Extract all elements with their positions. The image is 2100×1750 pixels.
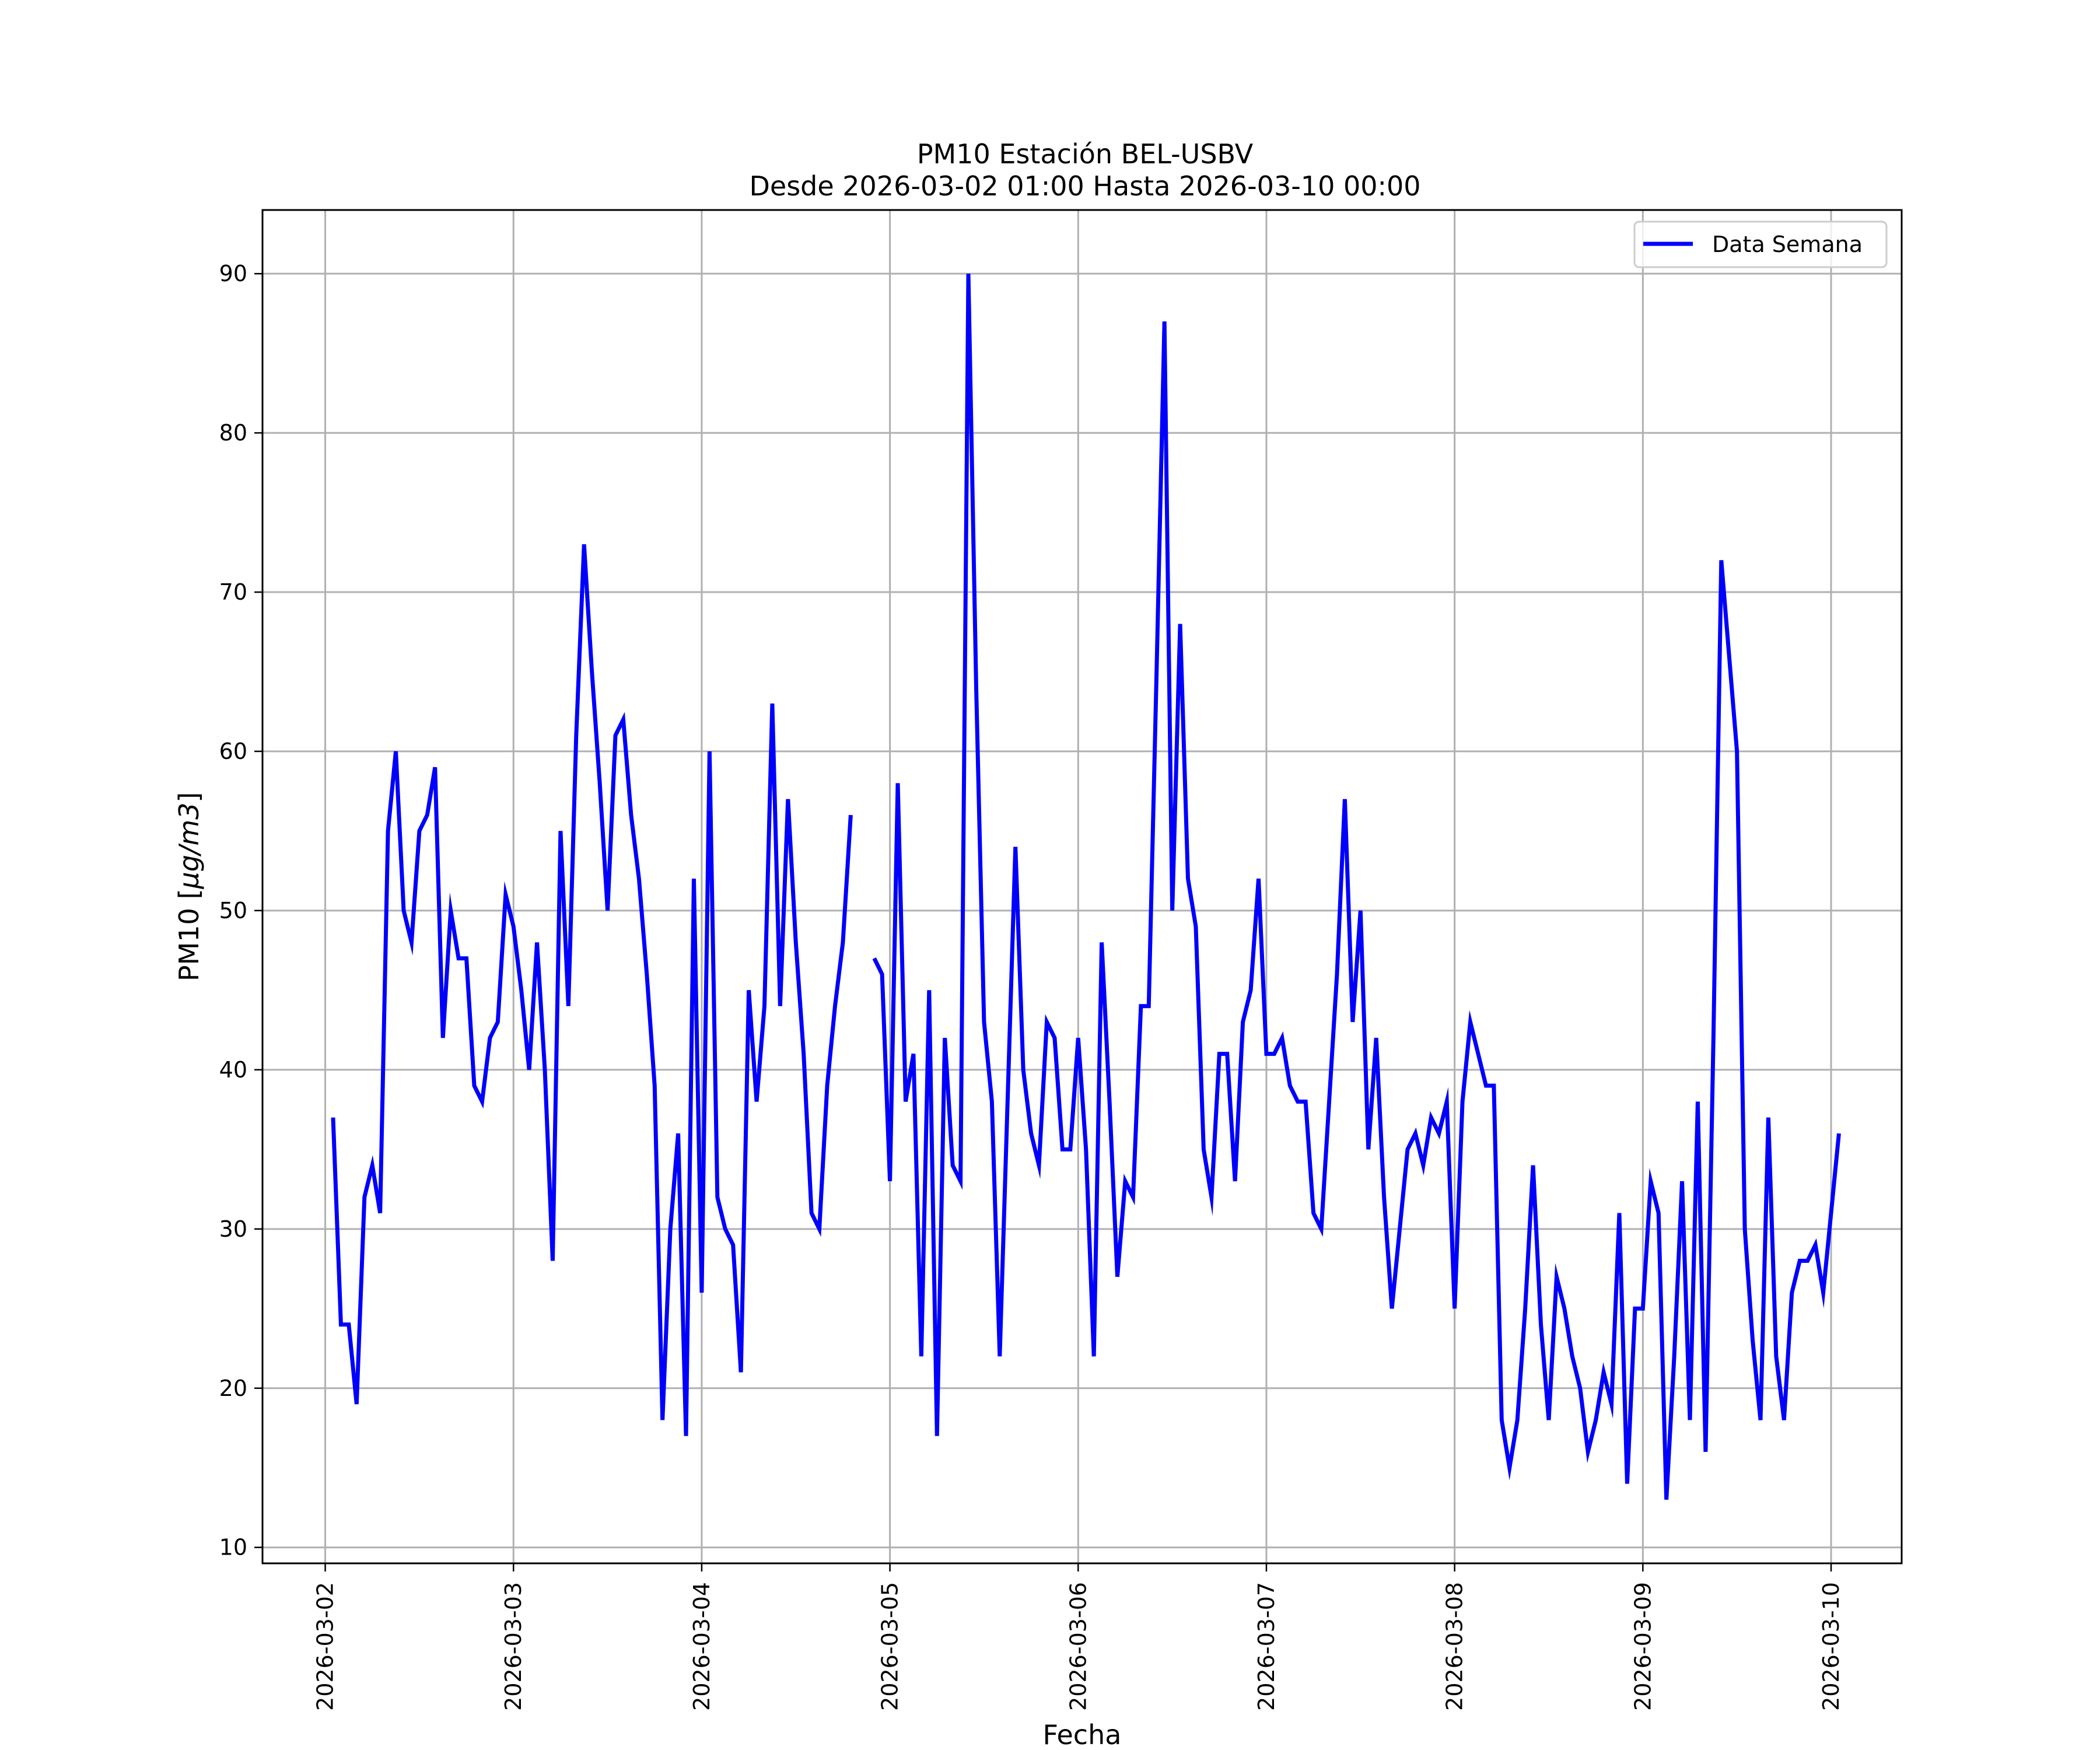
y-tick-label: 70 bbox=[219, 579, 247, 605]
y-axis-label: PM10 [μg/m3] bbox=[173, 792, 205, 982]
series-line bbox=[331, 274, 1841, 1500]
x-tick-label: 2026-03-04 bbox=[689, 1582, 715, 1711]
x-tick-label: 2026-03-05 bbox=[877, 1582, 903, 1711]
legend-box bbox=[1633, 220, 1888, 268]
x-tick-label: 2026-03-06 bbox=[1065, 1582, 1091, 1711]
y-tick-label: 30 bbox=[219, 1216, 247, 1242]
y-axis-label-prefix: PM10 [ bbox=[173, 889, 205, 982]
y-tick-label: 10 bbox=[219, 1535, 247, 1560]
x-tick-label: 2026-03-08 bbox=[1442, 1582, 1468, 1711]
grid bbox=[262, 210, 1902, 1563]
chart-subtitle: Desde 2026-03-02 01:00 Hasta 2026-03-10 … bbox=[749, 170, 1420, 202]
y-axis-label-suffix: ] bbox=[173, 792, 205, 803]
chart-title: PM10 Estación BEL-USBV bbox=[917, 138, 1254, 170]
y-axis: 10 20 30 40 50 60 70 80 90 bbox=[219, 261, 262, 1560]
x-tick-label: 2026-03-03 bbox=[501, 1582, 526, 1711]
plot-area-frame bbox=[261, 209, 1903, 1564]
x-tick-label: 2026-03-02 bbox=[313, 1582, 338, 1711]
y-tick-label: 50 bbox=[219, 898, 247, 923]
y-tick-label: 60 bbox=[219, 738, 247, 764]
x-tick-label: 2026-03-10 bbox=[1818, 1582, 1844, 1711]
y-axis-label-unit: μg/m3 bbox=[173, 803, 205, 890]
x-tick-label: 2026-03-09 bbox=[1630, 1582, 1656, 1711]
x-axis-label: Fecha bbox=[1043, 1719, 1122, 1750]
y-tick-label: 40 bbox=[219, 1057, 247, 1083]
x-axis: 2026-03-02 2026-03-03 2026-03-04 2026-03-05… bbox=[313, 1563, 1844, 1711]
data-layer bbox=[331, 274, 1841, 1500]
legend-label: Data Semana bbox=[1712, 232, 1863, 257]
legend: Data Semana bbox=[1633, 220, 1888, 268]
y-tick-label: 90 bbox=[219, 261, 247, 286]
y-tick-label: 20 bbox=[219, 1376, 247, 1401]
y-tick-label: 80 bbox=[219, 420, 247, 446]
x-tick-label: 2026-03-07 bbox=[1254, 1582, 1279, 1711]
